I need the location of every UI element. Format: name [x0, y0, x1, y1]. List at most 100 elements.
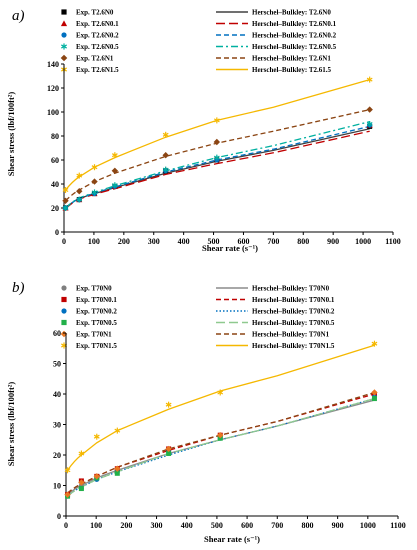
data-point-b-5-1	[78, 450, 85, 457]
data-point-b-4-2-shape	[93, 473, 100, 480]
data-points-b	[64, 340, 378, 499]
data-point-b-3-4	[166, 450, 172, 456]
data-point-b-4-0-shape	[64, 491, 71, 498]
x-tick-label-b-11: 1100	[390, 521, 406, 530]
data-point-a-4-6-shape	[366, 106, 373, 113]
data-point-a-3-0-stroke	[62, 205, 69, 211]
data-point-a-4-5-shape	[213, 138, 221, 146]
data-point-b-4-3-shape	[114, 465, 121, 472]
x-tick-label-b-2: 200	[120, 521, 132, 530]
x-tick-label-b-7: 700	[271, 521, 283, 530]
legend-marker-a-0-shape	[61, 9, 67, 15]
data-point-a-3-1-stroke	[76, 197, 83, 202]
data-point-b-3-6-shape	[371, 396, 377, 402]
data-point-b-5-4-stroke	[165, 402, 172, 407]
legend-marker-b-1-shape	[61, 296, 67, 303]
fit-curve-b-0	[67, 399, 375, 496]
legend-fit-label-a-0: Herschel–Bulkley: T2.6N0	[252, 9, 331, 17]
x-tick-label-b-9: 900	[332, 521, 344, 530]
data-point-a-3-6	[366, 121, 373, 127]
data-point-a-3-6-stroke	[366, 121, 373, 127]
x-axis-title-a: Shear rate (s⁻¹)	[202, 243, 258, 253]
panel-label-b: b)	[12, 280, 25, 296]
data-point-b-3-3-shape	[114, 470, 120, 476]
data-point-a-4-1-shape	[76, 188, 83, 195]
data-point-b-5-5	[217, 389, 224, 396]
fit-curve-b-5	[67, 344, 375, 471]
data-point-a-3-3	[111, 182, 118, 189]
data-point-a-4-2-shape	[91, 178, 98, 185]
y-tick-label-a-5: 100	[47, 108, 59, 117]
x-tick-label-b-10: 1000	[360, 521, 376, 530]
x-tick-label-a-11: 1100	[385, 237, 401, 246]
legend-fit-label-b-5: Herschel–Bulkley: T70N1.5	[252, 342, 335, 350]
chart-panel-b: b) Shear rate (s⁻¹) Shear stress (lbf/10…	[6, 280, 406, 544]
y-tick-label-b-1: 10	[53, 482, 61, 491]
legend-fit-label-b-2: Herschel–Bulkley: T70N0.2	[252, 308, 335, 316]
legend-marker-a-0	[61, 9, 67, 15]
data-point-a-5-4-stroke	[162, 132, 169, 137]
data-point-b-3-1	[78, 486, 84, 492]
data-point-a-4-2	[91, 178, 98, 185]
legend-label-b-0: Exp. T70N0	[76, 285, 112, 293]
fit-curve-a-3	[65, 120, 370, 209]
data-point-b-4-4-shape	[165, 445, 172, 453]
data-point-a-5-6-stroke	[366, 77, 373, 82]
axes-a: 0 100 200 300 400 500 600 700 800 900 1000 1100 0 20 4…	[47, 60, 401, 246]
data-point-a-4-0-shape	[62, 197, 69, 204]
x-tick-label-b-4: 400	[181, 521, 193, 530]
legend-label-a-5: Exp. T2.6N1.5	[76, 66, 119, 74]
y-tick-label-a-7: 140	[47, 60, 59, 69]
x-tick-label-b-0: 0	[64, 521, 68, 530]
x-tick-label-a-9: 900	[327, 237, 339, 246]
data-point-a-4-1	[76, 188, 83, 195]
legend-b: Exp. T70N0 Exp. T70N0.1 Exp. T70N0.2 Exp. T…	[60, 285, 335, 350]
fit-curves-b	[67, 344, 375, 497]
legend-marker-a-3-stroke	[61, 44, 67, 49]
x-tick-label-b-1: 100	[90, 521, 102, 530]
fit-curve-a-5	[65, 78, 370, 191]
panel-label-a: a)	[12, 8, 25, 24]
x-tick-label-b-8: 800	[301, 521, 313, 530]
data-point-a-5-6	[366, 76, 373, 83]
x-tick-label-a-4: 400	[178, 237, 190, 246]
data-point-b-4-6-shape	[371, 389, 378, 396]
legend-fit-label-b-3: Herschel–Bulkley: T70N0.5	[252, 319, 335, 327]
x-tick-label-a-10: 1000	[355, 237, 371, 246]
fit-curve-b-2	[67, 397, 375, 497]
data-point-b-4-0	[64, 491, 71, 498]
x-tick-label-a-7: 700	[267, 237, 279, 246]
y-tick-label-b-5: 50	[53, 360, 61, 369]
chart-panel-a: a) Shear rate (s⁻¹) Shear stress (lbf/10…	[6, 8, 401, 253]
data-point-b-4-1-shape	[78, 479, 85, 486]
legend-fit-label-a-4: Herschel–Bulkley: T2.6N1	[252, 55, 331, 63]
legend-label-b-4: Exp. T70N1	[76, 331, 112, 339]
data-point-b-5-3	[114, 427, 121, 434]
data-point-a-3-5-stroke	[213, 155, 220, 160]
data-point-a-5-3-stroke	[111, 153, 118, 158]
data-point-b-3-4-shape	[166, 450, 172, 456]
legend-marker-b-0-shape	[61, 285, 67, 291]
legend-label-b-5: Exp. T70N1.5	[76, 342, 117, 350]
data-point-b-4-5	[217, 431, 224, 439]
data-point-b-5-2-stroke	[93, 434, 100, 439]
y-tick-label-a-2: 40	[51, 180, 59, 189]
data-point-a-5-3	[111, 152, 118, 159]
legend-marker-a-1	[60, 20, 68, 27]
data-point-b-5-6	[371, 340, 378, 347]
y-axis-title-b: Shear stress (lbf/100ft²)	[6, 382, 16, 467]
y-tick-label-b-6: 60	[53, 329, 61, 338]
data-point-b-4-3	[114, 465, 121, 472]
legend-fit-label-a-3: Herschel–Bulkley: T2.6N0.5	[252, 43, 337, 51]
legend-marker-a-1-shape	[60, 20, 68, 27]
data-point-a-4-4	[162, 152, 169, 159]
data-point-b-4-2	[93, 473, 100, 480]
legend-label-a-1: Exp. T2.6N0.1	[76, 20, 119, 28]
data-point-a-3-2-stroke	[91, 190, 98, 195]
data-point-b-4-5-shape	[217, 431, 224, 439]
fit-curve-b-1	[67, 393, 375, 494]
y-tick-label-a-1: 20	[51, 204, 59, 213]
legend-marker-b-2	[61, 308, 67, 314]
data-point-b-5-4	[165, 401, 172, 408]
